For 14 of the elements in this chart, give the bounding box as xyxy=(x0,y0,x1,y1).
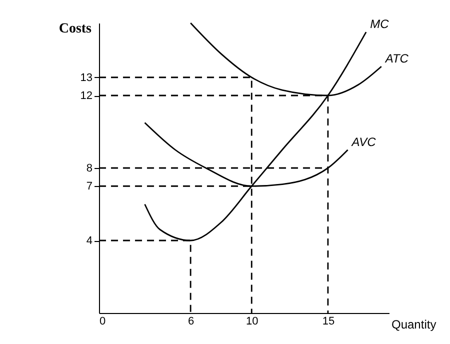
y-tick-label: 12 xyxy=(80,90,92,102)
y-axis-title: Costs xyxy=(58,22,92,36)
y-tick-label: 13 xyxy=(80,72,92,84)
series-label: AVC xyxy=(350,134,376,149)
y-tick-label: 4 xyxy=(86,235,92,247)
y-tick-label: 7 xyxy=(86,180,92,193)
y-tick-label: 8 xyxy=(86,162,92,174)
x-tick-label: 6 xyxy=(188,316,194,328)
series-label: MC xyxy=(370,17,390,32)
series-label: ATC xyxy=(384,52,409,66)
x-axis-title: Quantity xyxy=(392,318,436,332)
x-tick-label: 15 xyxy=(322,316,335,328)
x-tick-label: 0 xyxy=(100,316,106,328)
x-tick-label: 10 xyxy=(246,316,258,328)
